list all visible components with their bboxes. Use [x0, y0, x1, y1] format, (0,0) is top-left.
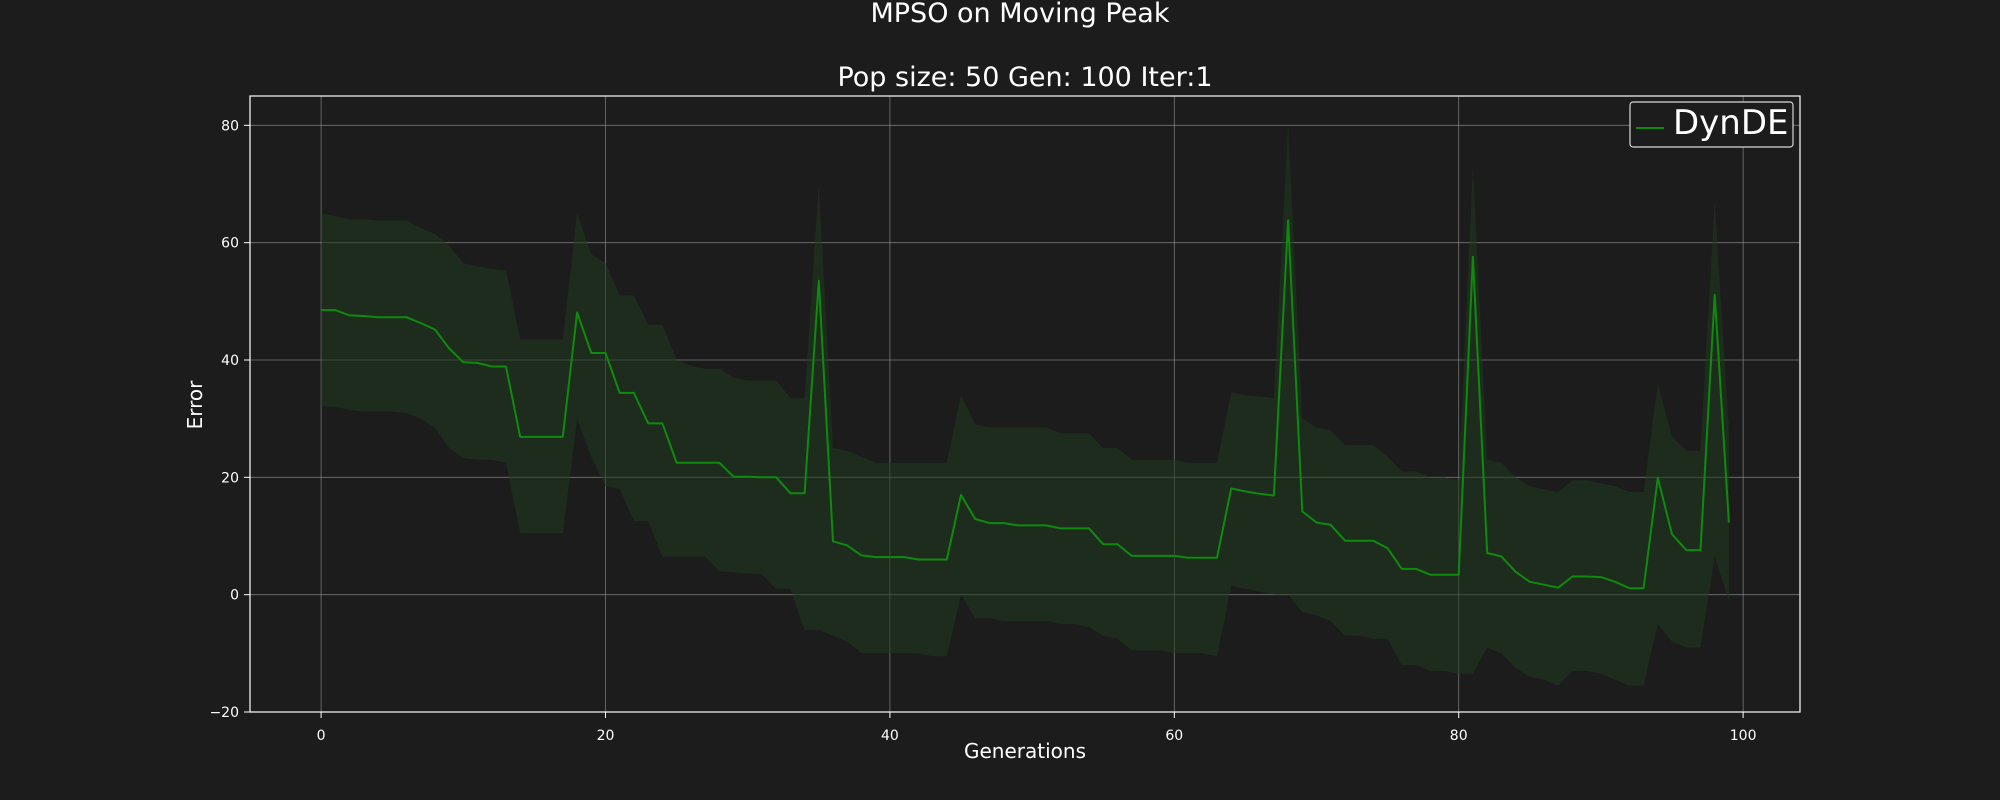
y-axis-label: Error — [183, 380, 207, 430]
legend-box — [1629, 101, 1794, 148]
error-band-0 — [321, 125, 1729, 686]
error-band-layer — [321, 125, 1729, 686]
series-line-0 — [321, 219, 1730, 590]
chart-title: MPSO on Moving Peak — [870, 0, 1169, 29]
y-ticks: −20 0 20 40 60 80 — [209, 118, 250, 721]
legend[interactable]: DynDE — [1629, 101, 1794, 148]
legend-label-dynde: DynDE — [1673, 103, 1789, 143]
x-tick-label: 60 — [1165, 728, 1183, 744]
x-tick-label: 0 — [317, 728, 326, 744]
x-tick-label: 20 — [597, 728, 615, 744]
x-tick-label: 80 — [1450, 728, 1468, 744]
y-tick-label: 40 — [221, 353, 239, 369]
x-tick-label: 100 — [1730, 728, 1757, 744]
series-line-layer — [321, 219, 1730, 590]
plot-frame — [249, 95, 1801, 713]
x-tick-label: 40 — [881, 728, 899, 744]
x-axis-label: Generations — [964, 739, 1086, 763]
y-tick-label: 60 — [221, 236, 239, 252]
y-tick-label: 20 — [221, 470, 239, 486]
chart-subtitle: Pop size: 50 Gen: 100 Iter:1 — [837, 62, 1212, 93]
y-tick-label: 0 — [230, 588, 239, 604]
x-ticks: 0 20 40 60 80 100 — [317, 712, 1757, 744]
y-tick-label: 80 — [221, 118, 239, 134]
y-tick-label: −20 — [209, 705, 239, 721]
